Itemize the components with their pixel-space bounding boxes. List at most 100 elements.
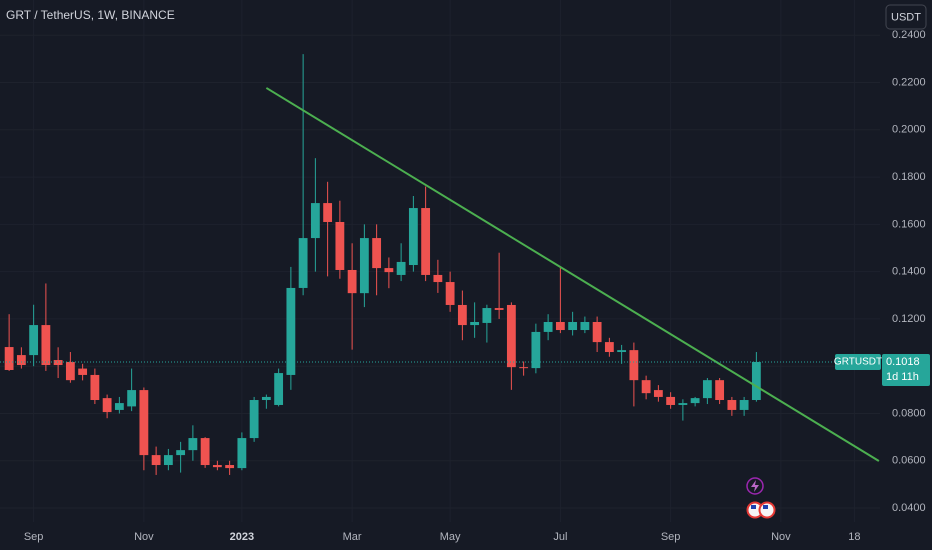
candle-body [543, 321, 553, 332]
candle-body [53, 360, 63, 366]
candle-body [482, 308, 492, 323]
candle-body [347, 269, 357, 294]
candle-body [151, 455, 161, 466]
y-tick-label: 0.1200 [892, 313, 926, 325]
candle-body [372, 238, 382, 269]
candle-body [200, 438, 210, 466]
x-tick-label: Sep [661, 531, 681, 543]
trendline [265, 87, 880, 462]
x-tick-label: May [440, 531, 461, 543]
candle-body [359, 238, 369, 294]
candle-body [127, 390, 137, 407]
candle-body [41, 325, 51, 366]
countdown-label: 1d 11h [886, 371, 919, 383]
y-tick-label: 0.2000 [892, 124, 926, 136]
candle-body [641, 380, 651, 394]
candle-body [494, 308, 504, 310]
candle-body [335, 221, 345, 270]
symbol-tag-label: GRTUSDT [834, 357, 882, 368]
symbol-tag [835, 353, 881, 370]
candle-body [29, 325, 39, 356]
candle-body [274, 373, 284, 405]
candle-body [678, 403, 688, 405]
candle-body [629, 350, 639, 381]
candle-body [727, 400, 737, 410]
x-tick-label: Jul [553, 531, 567, 543]
price-tag [882, 353, 930, 386]
candle-body [114, 403, 124, 410]
candle-body [16, 355, 26, 366]
candle-body [323, 203, 333, 222]
candle-body [286, 287, 296, 375]
candle-body [225, 465, 235, 469]
chart-title: GRT / TetherUS, 1W, BINANCE [6, 8, 175, 22]
candle-body [408, 208, 418, 266]
y-tick-label: 0.2200 [892, 76, 926, 88]
candle-body [739, 400, 749, 410]
candle-body [298, 238, 308, 288]
candle-body [102, 398, 112, 413]
flag-icon[interactable] [758, 501, 776, 519]
candle-body [580, 321, 590, 331]
candle-body [310, 203, 320, 239]
candle-body [433, 274, 443, 283]
candle-body [261, 396, 271, 401]
candle-body [237, 438, 247, 469]
x-tick-label: Nov [134, 531, 154, 543]
axes: 0.2400 0.2200 0.2000 0.1800 0.1600 0.1400 0.12… [24, 29, 930, 543]
time-axis [0, 522, 932, 550]
candle-body [519, 367, 529, 369]
y-tick-label: 0.0400 [892, 502, 926, 514]
y-tick-label: 0.0600 [892, 455, 926, 467]
candle-body [715, 380, 725, 401]
currency-button-label[interactable]: USDT [891, 11, 921, 23]
candle-body [531, 331, 541, 369]
flag-canton [751, 505, 756, 509]
candle-body [568, 321, 578, 331]
lightning-icon [751, 480, 759, 492]
y-tick-label: 0.1800 [892, 171, 926, 183]
candle-body [470, 321, 480, 326]
candle-body [163, 455, 173, 466]
x-tick-label: Nov [771, 531, 791, 543]
y-tick-label: 0.0800 [892, 407, 926, 419]
candle-body [690, 398, 700, 404]
x-tick-label: 18 [848, 531, 860, 543]
candle-body [78, 368, 88, 375]
candle-body [592, 321, 602, 343]
x-tick-label: Mar [343, 531, 362, 543]
price-tag-label: 0.1018 [886, 356, 920, 368]
candle-body [653, 390, 663, 397]
candle-body [617, 350, 627, 353]
candle-body [176, 450, 186, 456]
candle-body [555, 321, 565, 331]
candle-body [445, 282, 455, 305]
candle-body [249, 400, 259, 439]
x-tick-label: 2023 [230, 531, 254, 543]
candle-body [90, 374, 100, 401]
candle-body [65, 361, 75, 381]
candle-body [457, 304, 467, 326]
candle-body [421, 208, 431, 275]
candle-body [666, 396, 676, 405]
y-tick-label: 0.1600 [892, 218, 926, 230]
candle-body [604, 342, 614, 353]
candle-body [751, 361, 761, 401]
candle-body [4, 347, 14, 370]
candle-body [396, 261, 406, 275]
candle-body [139, 390, 149, 456]
y-tick-label: 0.2400 [892, 29, 926, 41]
candle-body [506, 304, 516, 368]
x-tick-label: Sep [24, 531, 44, 543]
event-icons [746, 477, 776, 519]
currency-button[interactable] [885, 4, 927, 30]
price-axis [880, 0, 932, 550]
flag-canton [763, 505, 768, 509]
y-tick-label: 0.1400 [892, 266, 926, 278]
marks [0, 54, 880, 475]
candle-body [188, 438, 198, 451]
candle-body [384, 268, 394, 273]
candle-body [212, 465, 222, 468]
